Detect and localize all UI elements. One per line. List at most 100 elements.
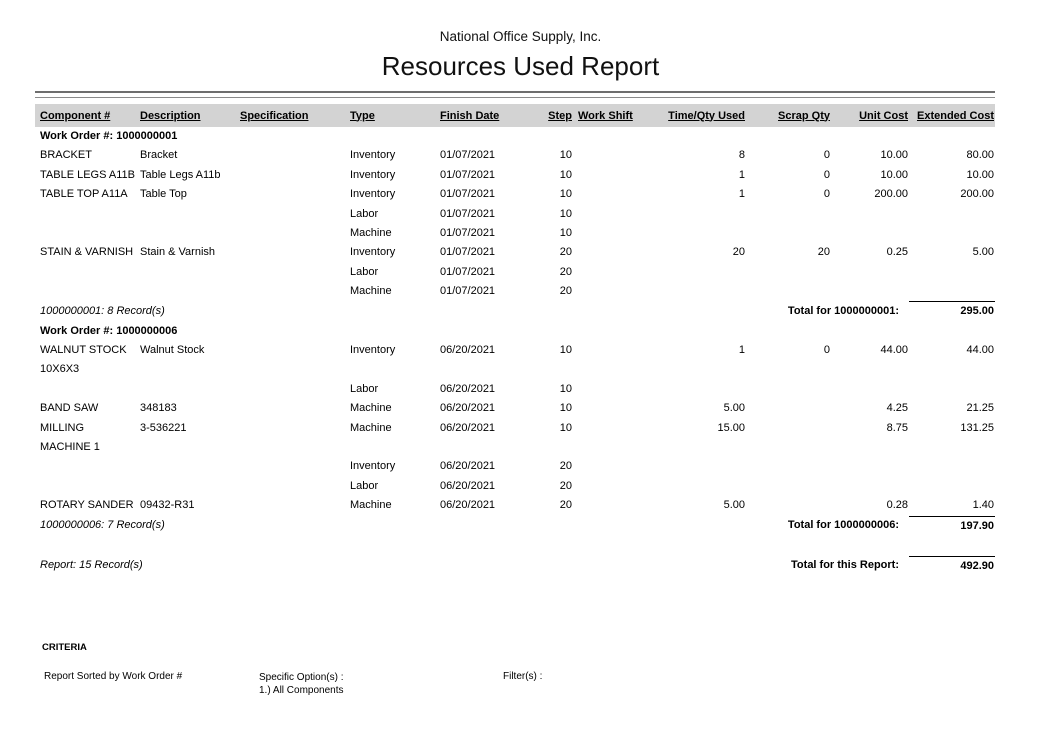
cell-type: Inventory [350, 460, 396, 473]
cell-finish_date: 01/07/2021 [440, 227, 496, 240]
specific-option-item: 1.) All Components [259, 685, 344, 697]
cell-component: TABLE TOP A11A [40, 188, 128, 201]
cell-time_qty_used [645, 282, 746, 301]
cell-type: Machine [350, 402, 392, 415]
column-header-time_qty_used: Time/Qty Used [645, 104, 746, 127]
cell-time_qty_used: 5.00 [723, 402, 745, 415]
cell-work_shift [573, 341, 645, 380]
report-title: Resources Used Report [381, 51, 660, 81]
work-order-footer-row: 1000000001: 8 Record(s) Total for 1000000… [35, 301, 995, 322]
cell-component [35, 457, 135, 476]
work-order-total-label: Total for 1000000001: [787, 304, 899, 317]
cell-extended_cost [909, 380, 995, 399]
cell-specification [235, 185, 345, 204]
cell-scrap_qty [746, 419, 831, 458]
work-order-footer-row: 1000000006: 7 Record(s) Total for 1000000… [35, 515, 995, 537]
table-row: TABLE TOP A11A Table Top Inventory 01/07/20… [35, 185, 995, 204]
cell-work_shift [573, 477, 645, 496]
report-table: Component # Description Specification Type F… [35, 104, 995, 576]
cell-scrap_qty [746, 477, 831, 496]
cell-step: 10 [559, 168, 572, 181]
cell-description: 3-536221 [140, 421, 187, 434]
cell-type: Machine [350, 285, 392, 298]
table-row: Labor 01/07/2021 10 [35, 205, 995, 224]
cell-component: WALNUT STOCK 10X6X3 [40, 343, 127, 376]
cell-scrap_qty: 0 [823, 149, 830, 162]
cell-description: 09432-R31 [140, 499, 195, 512]
cell-specification [235, 205, 345, 224]
cell-time_qty_used: 8 [738, 149, 745, 162]
cell-work_shift [573, 380, 645, 399]
cell-extended_cost: 5.00 [972, 246, 994, 259]
cell-finish_date: 01/07/2021 [440, 285, 496, 298]
spacer-row [35, 536, 995, 556]
cell-scrap_qty [746, 380, 831, 399]
cell-finish_date: 06/20/2021 [440, 499, 496, 512]
column-header-scrap_qty: Scrap Qty [746, 104, 831, 127]
column-header-unit_cost: Unit Cost [831, 104, 909, 127]
company-name: National Office Supply, Inc. [439, 29, 602, 44]
column-header-step: Step [527, 104, 573, 127]
cell-finish_date: 01/07/2021 [440, 168, 496, 181]
cell-time_qty_used: 5.00 [723, 499, 745, 512]
cell-work_shift [573, 224, 645, 243]
work-order-record-count: 1000000001: 8 Record(s) [40, 304, 165, 317]
table-header-row: Component # Description Specification Type F… [35, 104, 995, 127]
cell-extended_cost [909, 224, 995, 243]
cell-component: BRACKET [40, 149, 92, 162]
cell-time_qty_used [645, 263, 746, 282]
table-row: STAIN & VARNISH Stain & Varnish Inventory 0… [35, 243, 995, 262]
cell-scrap_qty [746, 457, 831, 476]
work-order-label: Work Order #: 1000000006 [40, 324, 178, 337]
cell-type: Inventory [350, 343, 396, 356]
cell-specification [235, 380, 345, 399]
cell-description [135, 477, 235, 496]
cell-component [35, 205, 135, 224]
cell-unit_cost: 0.28 [886, 499, 908, 512]
cell-description [135, 282, 235, 301]
criteria-specific-options: Specific Option(s) : 1.) All Components [259, 671, 344, 698]
cell-finish_date: 01/07/2021 [440, 188, 496, 201]
cell-component [35, 477, 135, 496]
cell-time_qty_used [645, 380, 746, 399]
cell-description: 348183 [140, 402, 177, 415]
cell-scrap_qty: 20 [817, 246, 830, 259]
cell-component: STAIN & VARNISH [40, 246, 134, 259]
cell-scrap_qty: 0 [823, 188, 830, 201]
cell-specification [235, 146, 345, 165]
cell-unit_cost [831, 263, 909, 282]
cell-description [135, 457, 235, 476]
cell-unit_cost: 8.75 [886, 421, 908, 434]
cell-description: Bracket [140, 149, 178, 162]
cell-specification [235, 496, 345, 516]
table-row: Machine 01/07/2021 10 [35, 224, 995, 243]
cell-work_shift [573, 496, 645, 516]
work-order-total-label: Total for 1000000006: [787, 519, 899, 532]
cell-type: Inventory [350, 188, 396, 201]
cell-extended_cost: 44.00 [966, 343, 994, 356]
cell-extended_cost [909, 282, 995, 301]
cell-unit_cost [831, 380, 909, 399]
cell-type: Labor [350, 207, 379, 220]
cell-finish_date: 01/07/2021 [440, 149, 496, 162]
criteria-section: CRITERIA Report Sorted by Work Order # S… [0, 642, 1041, 732]
cell-extended_cost [909, 477, 995, 496]
cell-step: 10 [559, 149, 572, 162]
table-body: Work Order #: 1000000001 BRACKET Bracket In… [35, 127, 995, 576]
cell-component: TABLE LEGS A11B [40, 168, 135, 181]
cell-work_shift [573, 185, 645, 204]
column-header-extended_cost: Extended Cost [909, 104, 995, 127]
cell-specification [235, 243, 345, 262]
cell-type: Labor [350, 382, 379, 395]
table-row: BRACKET Bracket Inventory 01/07/2021 10 8 0 10.… [35, 146, 995, 165]
cell-scrap_qty: 0 [823, 343, 830, 356]
cell-step: 10 [559, 382, 572, 395]
cell-finish_date: 06/20/2021 [440, 421, 496, 434]
cell-specification [235, 457, 345, 476]
cell-description [135, 224, 235, 243]
cell-finish_date: 06/20/2021 [440, 402, 496, 415]
cell-scrap_qty [746, 399, 831, 418]
cell-time_qty_used [645, 205, 746, 224]
cell-scrap_qty [746, 263, 831, 282]
cell-unit_cost [831, 282, 909, 301]
